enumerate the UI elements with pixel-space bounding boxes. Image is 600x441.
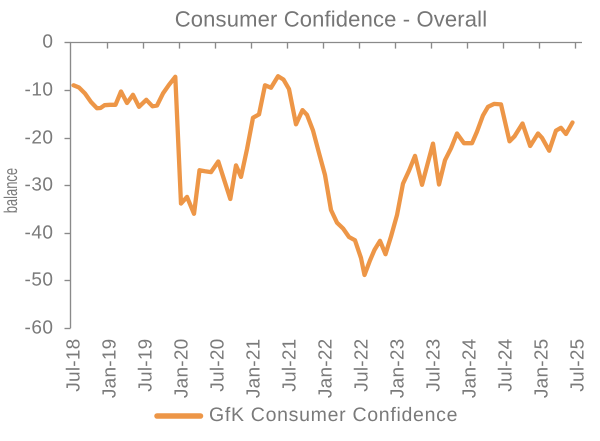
svg-text:GfK Consumer Confidence: GfK Consumer Confidence [209, 404, 458, 426]
svg-text:Jan-22: Jan-22 [316, 339, 337, 399]
svg-text:Jan-21: Jan-21 [244, 339, 265, 399]
svg-text:Jan-25: Jan-25 [532, 339, 553, 399]
svg-text:Jul-19: Jul-19 [136, 339, 157, 392]
svg-text:-10: -10 [25, 79, 54, 100]
svg-text:Jan-24: Jan-24 [460, 338, 481, 398]
svg-text:-20: -20 [25, 127, 54, 148]
svg-text:Jan-23: Jan-23 [388, 339, 409, 399]
svg-text:Consumer Confidence - Overall: Consumer Confidence - Overall [175, 7, 487, 32]
svg-text:Jul-22: Jul-22 [352, 339, 373, 392]
svg-text:balance: balance [0, 168, 21, 213]
svg-text:Jul-23: Jul-23 [424, 339, 445, 392]
svg-text:Jul-18: Jul-18 [64, 339, 85, 392]
svg-text:Jul-25: Jul-25 [568, 339, 589, 392]
svg-text:Jul-20: Jul-20 [208, 339, 229, 392]
svg-text:-40: -40 [25, 222, 54, 243]
svg-text:-30: -30 [25, 174, 54, 195]
svg-text:-50: -50 [25, 269, 54, 290]
svg-text:Jan-20: Jan-20 [172, 339, 193, 399]
svg-text:0: 0 [42, 31, 53, 52]
svg-text:Jul-24: Jul-24 [496, 338, 517, 391]
svg-text:-60: -60 [25, 317, 54, 338]
svg-text:Jul-21: Jul-21 [280, 339, 301, 392]
svg-text:Jan-19: Jan-19 [100, 339, 121, 399]
